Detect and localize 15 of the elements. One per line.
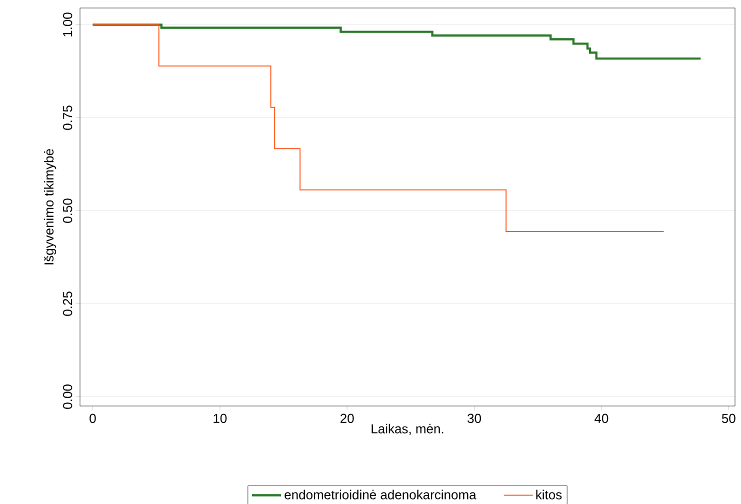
x-tick-label: 30 bbox=[468, 414, 482, 424]
y-tick-label: 1.00 bbox=[62, 12, 72, 36]
x-tick-label: 0 bbox=[90, 414, 96, 424]
y-tick-label: 0.00 bbox=[62, 384, 72, 409]
x-axis-title: Laikas, mėn. bbox=[372, 424, 444, 435]
x-tick-label: 20 bbox=[340, 414, 354, 424]
y-tick-label: 0.25 bbox=[62, 292, 72, 316]
x-tick-label: 50 bbox=[722, 414, 736, 424]
y-axis-title: Išgyvenimo tikimybė bbox=[44, 149, 56, 264]
x-tick-label: 40 bbox=[594, 414, 608, 424]
x-tick-label: 10 bbox=[214, 414, 227, 424]
y-tick-label: 0.75 bbox=[62, 106, 72, 130]
legend-label: endometrioidinė adenokarcinoma bbox=[284, 490, 476, 500]
y-tick-label: 0.50 bbox=[62, 198, 72, 223]
legend-label: kitos bbox=[536, 490, 562, 500]
